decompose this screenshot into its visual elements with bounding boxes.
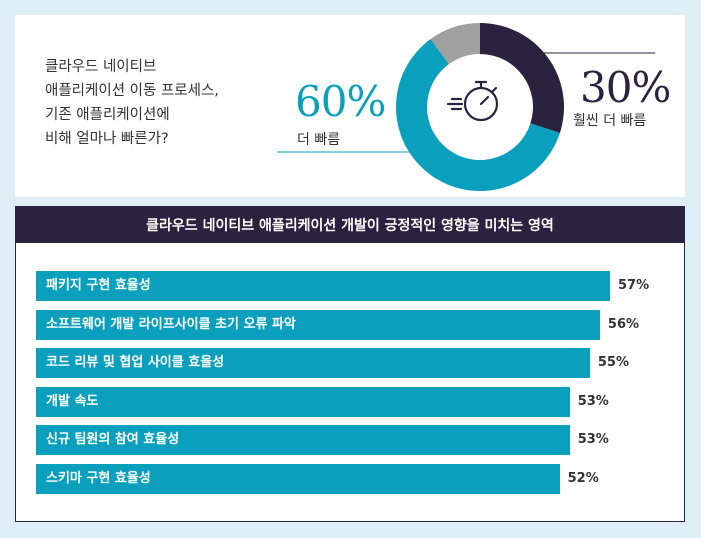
bar-row: 코드 리뷰 및 협업 사이클 효율성 55% (36, 348, 635, 378)
bar-label: 신규 팀원의 참여 효율성 (46, 432, 180, 447)
bar-label: 스키마 구현 효율성 (46, 470, 151, 486)
bar-row: 신규 팀원의 참여 효율성 53% (36, 425, 615, 455)
bar-row: 소프트웨어 개발 라이프사이클 초기 오류 파악 56% (36, 309, 645, 340)
bar: 스키마 구현 효율성 (36, 463, 560, 494)
bar-label: 패키지 구현 효율성 (46, 278, 151, 293)
bar: 개발 속도 (36, 386, 570, 417)
bar-row: 패키지 구현 효율성 57% (36, 271, 655, 301)
bar-label: 코드 리뷰 및 협업 사이클 효율성 (46, 355, 225, 370)
donut-left-percent: 60% (295, 77, 386, 126)
donut-slice-1 (396, 39, 560, 191)
question-text: 클라우드 네이티브 애플리케이션 이동 프로세스, 기존 애플리케이션에 비해 … (45, 55, 275, 151)
bar: 소프트웨어 개발 라이프사이클 초기 오류 파악 (36, 309, 600, 340)
question-line: 클라우드 네이티브 (45, 59, 157, 75)
bar-label: 개발 속도 (46, 393, 99, 409)
bar-row: 개발 속도 53% (36, 386, 615, 417)
bar-value-label: 55% (597, 355, 629, 370)
bar-label: 소프트웨어 개발 라이프사이클 초기 오류 파악 (46, 316, 296, 332)
donut-right-percent: 30% (580, 63, 671, 112)
question-line: 애플리케이션 이동 프로세스, (45, 83, 219, 99)
question-line: 기존 애플리케이션에 (45, 107, 170, 123)
donut-slice-2 (430, 23, 480, 65)
stopwatch-icon (446, 80, 499, 122)
donut-left-label: 더 빠름 (297, 132, 341, 148)
question-line: 비해 얼마나 빠른가? (45, 131, 169, 147)
bar-value-label: 52% (567, 470, 599, 486)
bar-value-label: 56% (607, 316, 640, 332)
summary-panel: 클라우드 네이티브 애플리케이션 이동 프로세스, 기존 애플리케이션에 비해 … (15, 15, 685, 197)
chart-title: 클라우드 네이티브 애플리케이션 개발이 긍정적인 영향을 미치는 영역 (16, 207, 684, 243)
bar: 패키지 구현 효율성 (36, 271, 610, 301)
bar-chart-panel: 클라우드 네이티브 애플리케이션 개발이 긍정적인 영향을 미치는 영역 패키지… (15, 206, 685, 522)
bar-value-label: 53% (577, 432, 609, 447)
bar: 신규 팀원의 참여 효율성 (36, 425, 570, 455)
bar-value-label: 53% (577, 393, 609, 409)
bar-row: 스키마 구현 효율성 52% (36, 463, 605, 494)
bar-value-label: 57% (618, 278, 650, 293)
donut-right-label: 훨씬 더 빠름 (573, 113, 647, 129)
donut-chart (277, 23, 655, 191)
donut-slice-0 (480, 23, 564, 133)
bar: 코드 리뷰 및 협업 사이클 효율성 (36, 348, 590, 378)
